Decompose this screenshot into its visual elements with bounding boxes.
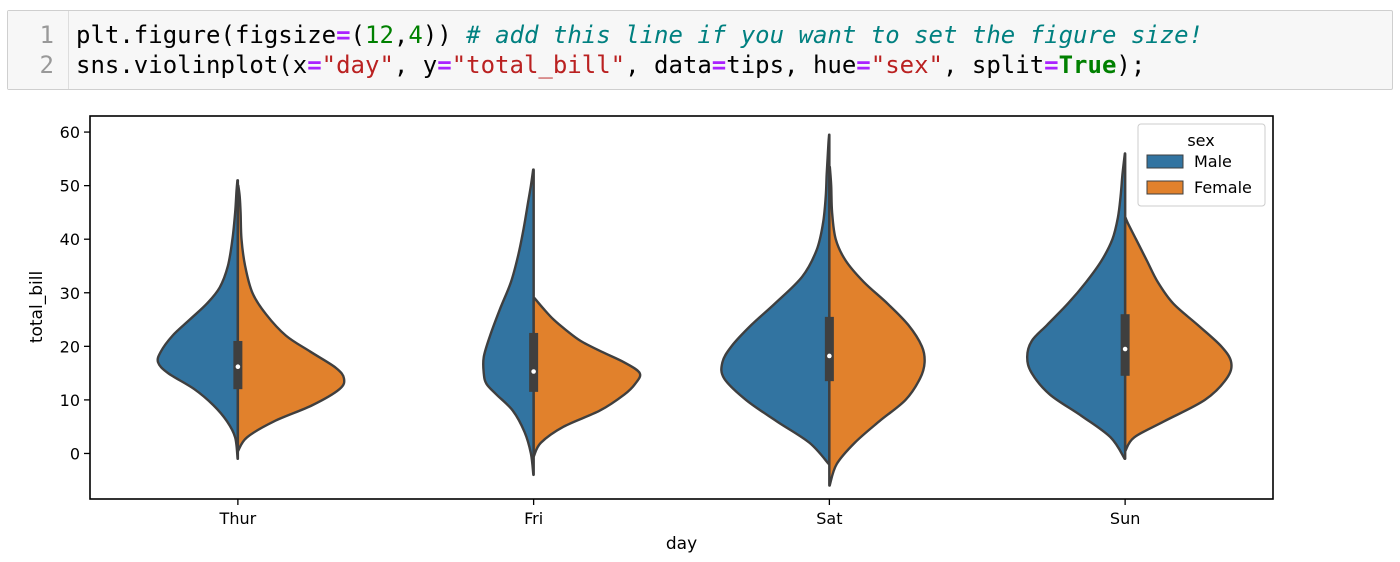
code-token: )): [422, 21, 467, 49]
violin-male-sat: [720, 133, 831, 466]
median-dot: [1122, 346, 1128, 352]
legend-swatch-female: [1146, 180, 1184, 195]
x-axis-label: day: [666, 534, 697, 554]
line-number-gutter: 1 2: [8, 11, 69, 89]
code-token: 12: [365, 21, 394, 49]
violin-layer: [156, 133, 1233, 487]
code-line[interactable]: sns.violinplot(x="day", y="total_bill", …: [76, 50, 1145, 80]
code-token: ,: [393, 21, 409, 49]
violin-female-fri: [532, 296, 642, 458]
code-token: =: [711, 51, 727, 79]
code-token: =: [336, 21, 351, 49]
iqr-box: [824, 316, 834, 382]
y-tick-label: 40: [60, 230, 80, 249]
code-token: =: [1044, 51, 1059, 79]
code-token: =: [856, 51, 871, 79]
code-token: "total_bill": [451, 51, 626, 79]
violin-female-thur: [236, 184, 346, 452]
code-token: , data: [625, 51, 712, 79]
x-tick-label: Thur: [219, 509, 257, 528]
y-tick-label: 10: [60, 391, 80, 410]
violin-male-fri: [481, 168, 535, 477]
legend-label-female: Female: [1194, 178, 1252, 197]
code-token: );: [1116, 51, 1146, 79]
code-token: plt.figure(figsize: [76, 21, 337, 49]
median-dot: [235, 364, 241, 369]
iqr-box: [1120, 314, 1130, 376]
legend: sex Male Female: [1137, 123, 1266, 207]
code-token: # add this line if you want to set the f…: [466, 21, 1204, 49]
y-tick-label: 20: [60, 337, 80, 356]
code-token: tips, hue: [726, 51, 857, 79]
plot-frame: [89, 115, 1274, 500]
violin-female-sun: [1123, 216, 1233, 452]
median-dot: [827, 353, 832, 359]
legend-label-male: Male: [1194, 152, 1232, 171]
code-token: =: [307, 51, 322, 79]
y-axis-label: total_bill: [27, 271, 47, 343]
code-token: =: [437, 51, 452, 79]
code-token: , split: [943, 51, 1045, 79]
code-token: sns.violinplot(x: [76, 51, 308, 79]
y-axis: 0 10 20 30 40 50 60: [60, 123, 90, 463]
y-tick-label: 30: [60, 284, 80, 303]
y-tick-label: 60: [60, 123, 80, 142]
x-tick-label: Sun: [1110, 509, 1140, 528]
line-number: 2: [39, 51, 54, 79]
line-number: 1: [39, 21, 54, 49]
code-token: (: [350, 21, 365, 49]
x-axis: Thur Fri Sat Sun: [219, 499, 1140, 528]
x-tick-label: Fri: [524, 509, 543, 528]
code-cell[interactable]: 1 2 plt.figure(figsize=(12,4)) # add thi…: [7, 10, 1393, 90]
violin-male-sun: [1025, 152, 1127, 461]
iqr-box: [529, 332, 539, 392]
violin-chart: 0 10 20 30 40 50 60 Thur Fri Sat Sun day total_bi…: [27, 115, 1274, 554]
median-dot: [531, 369, 536, 374]
x-tick-label: Sat: [816, 509, 842, 528]
legend-swatch-male: [1146, 154, 1184, 169]
code-token: 4: [408, 21, 423, 49]
y-tick-label: 50: [60, 177, 80, 196]
violin-female-sat: [828, 165, 926, 487]
code-token: True: [1058, 51, 1117, 79]
code-line[interactable]: plt.figure(figsize=(12,4)) # add this li…: [76, 20, 1203, 50]
code-token: "sex": [870, 51, 943, 79]
violin-male-thur: [156, 179, 240, 461]
code-token: "day": [321, 51, 394, 79]
code-token: , y: [393, 51, 438, 79]
y-tick-label: 0: [70, 444, 80, 463]
legend-title: sex: [1187, 131, 1214, 150]
